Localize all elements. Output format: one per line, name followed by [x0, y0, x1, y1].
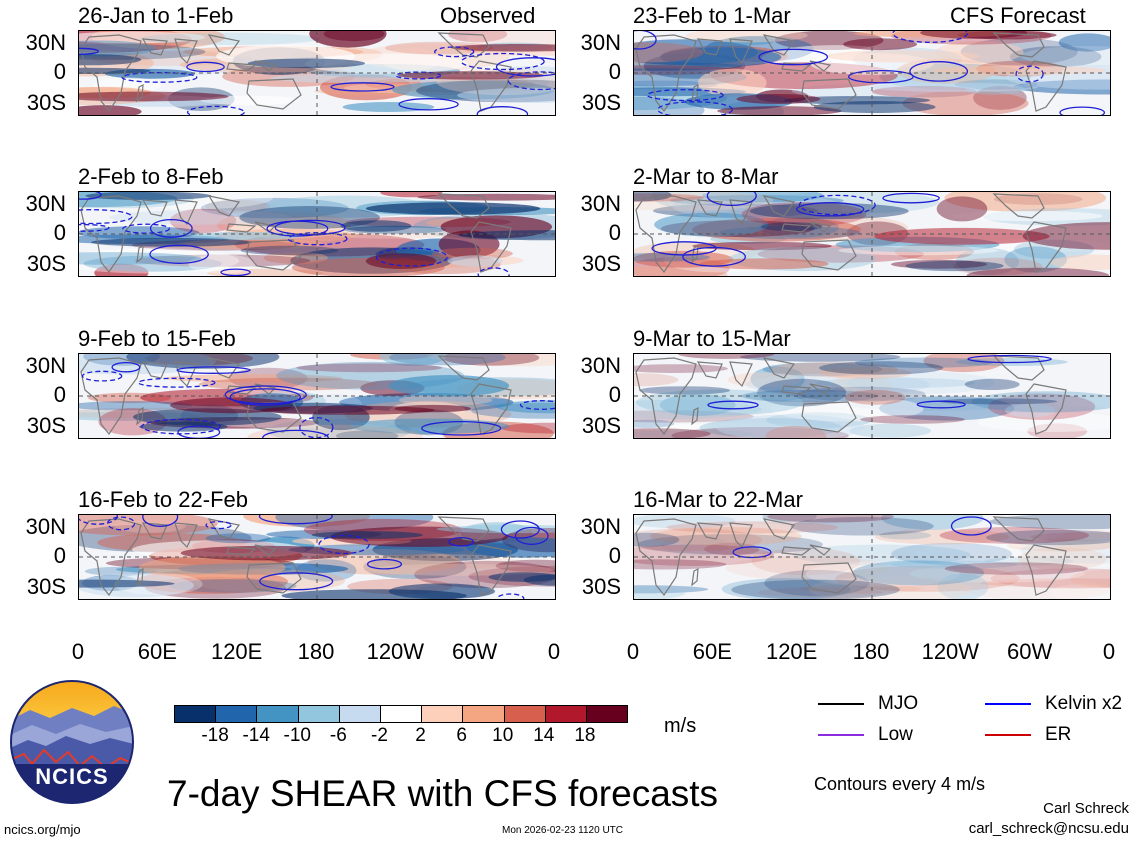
colorbar-cell — [175, 706, 217, 722]
author-email[interactable]: carl_schreck@ncsu.edu — [968, 820, 1129, 837]
colorbar-tick-label: -6 — [329, 725, 347, 746]
shear-map — [633, 514, 1111, 600]
x-tick-label: 120W — [366, 639, 425, 664]
shear-map — [78, 30, 556, 116]
shear-map — [78, 191, 556, 277]
low-legend-line — [818, 734, 864, 736]
colorbar-tick-label: 2 — [415, 725, 426, 746]
y-tick-label: 30S — [26, 413, 66, 438]
mjo-legend-label: MJO — [878, 693, 919, 714]
panel-period-title: 9-Feb to 15-Feb — [78, 326, 236, 351]
x-tick-label: 0 — [626, 639, 640, 664]
colorbar-tick-label: -10 — [283, 725, 311, 746]
colorbar-tick-label: -18 — [201, 725, 229, 746]
y-tick-label: 0 — [53, 543, 66, 568]
low-legend-label: Low — [878, 724, 913, 745]
x-tick-label: 180 — [297, 639, 335, 664]
x-tick-label: 120W — [921, 639, 980, 664]
shear-map — [633, 30, 1111, 116]
x-tick-label: 120E — [210, 639, 263, 664]
colorbar-cell — [257, 706, 299, 722]
colorbar-tick-label: 18 — [574, 725, 596, 746]
colorbar-cell — [545, 706, 587, 722]
y-tick-label: 0 — [53, 59, 66, 84]
y-tick-label: 30S — [581, 574, 621, 599]
forecast-label: CFS Forecast — [950, 3, 1086, 28]
panel-period-title: 9-Mar to 15-Mar — [633, 326, 791, 351]
y-tick-label: 30S — [26, 574, 66, 599]
shear-map — [633, 353, 1111, 439]
panel-period-title: 26-Jan to 1-Feb — [78, 3, 234, 28]
y-tick-label: 30S — [26, 251, 66, 276]
x-tick-label: 0 — [547, 639, 561, 664]
figure-title: 7-day SHEAR with CFS forecasts — [167, 773, 719, 814]
er-legend-line — [985, 734, 1031, 736]
shear-map — [633, 191, 1111, 277]
colorbar-cell — [339, 706, 381, 722]
colorbar-tick-label: 10 — [492, 725, 514, 746]
colorbar-cell — [586, 706, 628, 722]
x-tick-label: 0 — [1102, 639, 1116, 664]
observed-label: Observed — [440, 3, 536, 28]
y-tick-label: 0 — [608, 220, 621, 245]
y-tick-label: 0 — [608, 543, 621, 568]
colorbar-cell — [463, 706, 505, 722]
y-tick-label: 30N — [25, 353, 66, 378]
contour-note: Contours every 4 m/s — [814, 774, 986, 794]
y-tick-label: 0 — [53, 220, 66, 245]
er-legend-label: ER — [1045, 724, 1072, 745]
colorbar-tick-label: 6 — [456, 725, 467, 746]
colorbar-tick-label: -2 — [371, 725, 388, 746]
panel-period-title: 16-Mar to 22-Mar — [633, 487, 803, 512]
colorbar — [174, 705, 628, 723]
kelvin-legend-label: Kelvin x2 — [1045, 693, 1123, 714]
y-tick-label: 30N — [580, 30, 621, 55]
author-name: Carl Schreck — [1043, 800, 1129, 817]
y-tick-label: 30S — [581, 413, 621, 438]
panel-period-title: 16-Feb to 22-Feb — [78, 487, 248, 512]
x-tick-label: 60W — [452, 639, 498, 664]
y-tick-label: 30N — [25, 30, 66, 55]
y-tick-label: 0 — [53, 382, 66, 407]
x-tick-label: 60W — [1007, 639, 1053, 664]
colorbar-tick-label: 14 — [533, 725, 555, 746]
x-tick-label: 0 — [71, 639, 85, 664]
x-tick-label: 60E — [137, 639, 177, 664]
colorbar-cell — [422, 706, 464, 722]
timestamp: Mon 2026-02-23 1120 UTC — [502, 825, 623, 836]
ncics-logo: NCICS — [10, 680, 134, 804]
kelvin-legend-line — [985, 703, 1031, 705]
shear-map — [78, 514, 556, 600]
y-tick-label: 0 — [608, 382, 621, 407]
colorbar-cell — [216, 706, 258, 722]
y-tick-label: 30N — [25, 191, 66, 216]
logo-text: NCICS — [35, 764, 109, 789]
panel-period-title: 2-Feb to 8-Feb — [78, 164, 224, 189]
x-tick-label: 60E — [692, 639, 732, 664]
shear-map — [78, 353, 556, 439]
y-tick-label: 30N — [25, 514, 66, 539]
mjo-legend-line — [818, 703, 864, 705]
y-tick-label: 30N — [580, 514, 621, 539]
y-tick-label: 30S — [581, 90, 621, 115]
y-tick-label: 30S — [26, 90, 66, 115]
colorbar-tick-label: -14 — [242, 725, 270, 746]
panel-period-title: 2-Mar to 8-Mar — [633, 164, 779, 189]
colorbar-units: m/s — [664, 715, 697, 737]
colorbar-cell — [380, 706, 423, 722]
colorbar-cell — [298, 706, 340, 722]
source-url[interactable]: ncics.org/mjo — [4, 822, 81, 837]
x-tick-label: 120E — [765, 639, 818, 664]
x-tick-label: 180 — [852, 639, 890, 664]
colorbar-cell — [504, 706, 546, 722]
y-tick-label: 30N — [580, 353, 621, 378]
y-tick-label: 30S — [581, 251, 621, 276]
panel-period-title: 23-Feb to 1-Mar — [633, 3, 791, 28]
y-tick-label: 0 — [608, 59, 621, 84]
y-tick-label: 30N — [580, 191, 621, 216]
